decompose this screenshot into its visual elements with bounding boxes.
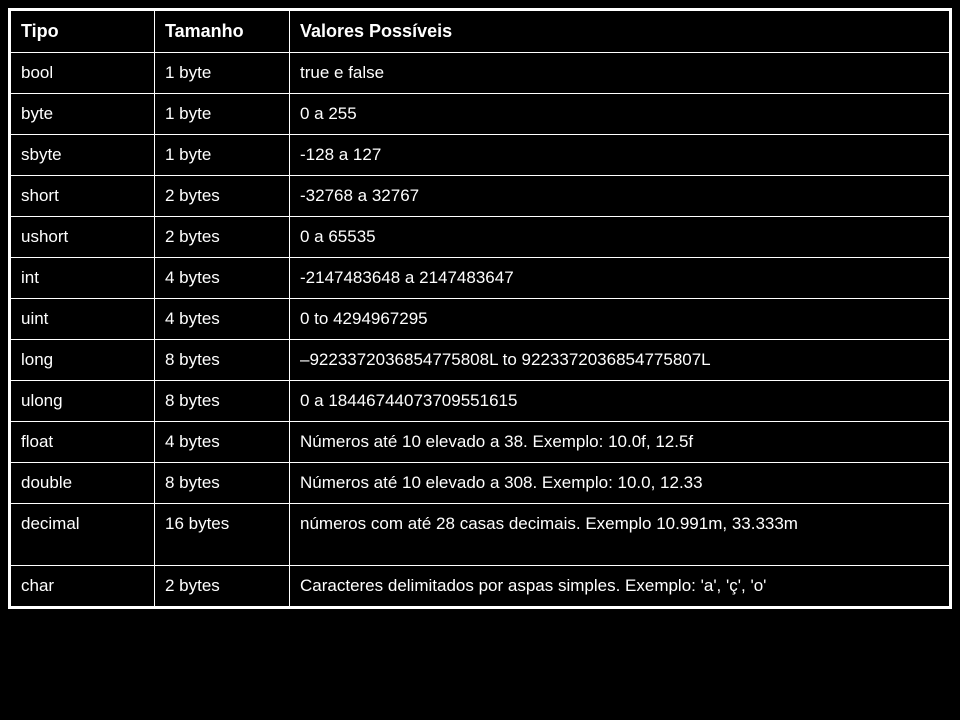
cell-tipo: float bbox=[10, 422, 155, 463]
cell-tipo: double bbox=[10, 463, 155, 504]
cell-valores: Números até 10 elevado a 38. Exemplo: 10… bbox=[290, 422, 951, 463]
data-types-table: Tipo Tamanho Valores Possíveis bool 1 by… bbox=[8, 8, 952, 609]
cell-tamanho: 4 bytes bbox=[155, 422, 290, 463]
cell-valores: 0 a 18446744073709551615 bbox=[290, 381, 951, 422]
cell-valores: 0 a 255 bbox=[290, 94, 951, 135]
cell-tamanho: 4 bytes bbox=[155, 258, 290, 299]
cell-tamanho: 1 byte bbox=[155, 94, 290, 135]
cell-tipo: uint bbox=[10, 299, 155, 340]
cell-tamanho: 2 bytes bbox=[155, 217, 290, 258]
cell-valores: Números até 10 elevado a 308. Exemplo: 1… bbox=[290, 463, 951, 504]
table-row: sbyte 1 byte -128 a 127 bbox=[10, 135, 951, 176]
cell-tipo: ushort bbox=[10, 217, 155, 258]
cell-tamanho: 1 byte bbox=[155, 53, 290, 94]
col-header-tamanho: Tamanho bbox=[155, 10, 290, 53]
table-row: byte 1 byte 0 a 255 bbox=[10, 94, 951, 135]
cell-tamanho: 8 bytes bbox=[155, 463, 290, 504]
cell-tipo: char bbox=[10, 566, 155, 608]
table-row: ushort 2 bytes 0 a 65535 bbox=[10, 217, 951, 258]
table-row: long 8 bytes –9223372036854775808L to 92… bbox=[10, 340, 951, 381]
cell-tamanho: 8 bytes bbox=[155, 381, 290, 422]
cell-tipo: byte bbox=[10, 94, 155, 135]
cell-valores: true e false bbox=[290, 53, 951, 94]
cell-tamanho: 8 bytes bbox=[155, 340, 290, 381]
cell-valores: –9223372036854775808L to 922337203685477… bbox=[290, 340, 951, 381]
cell-tamanho: 1 byte bbox=[155, 135, 290, 176]
cell-tamanho: 2 bytes bbox=[155, 566, 290, 608]
cell-valores: -128 a 127 bbox=[290, 135, 951, 176]
cell-tamanho: 16 bytes bbox=[155, 504, 290, 566]
cell-tipo: bool bbox=[10, 53, 155, 94]
cell-valores: 0 to 4294967295 bbox=[290, 299, 951, 340]
cell-valores: -32768 a 32767 bbox=[290, 176, 951, 217]
cell-tamanho: 2 bytes bbox=[155, 176, 290, 217]
col-header-tipo: Tipo bbox=[10, 10, 155, 53]
cell-valores: -2147483648 a 2147483647 bbox=[290, 258, 951, 299]
table-row: int 4 bytes -2147483648 a 2147483647 bbox=[10, 258, 951, 299]
cell-valores: 0 a 65535 bbox=[290, 217, 951, 258]
table-row: decimal 16 bytes números com até 28 casa… bbox=[10, 504, 951, 566]
table-row: short 2 bytes -32768 a 32767 bbox=[10, 176, 951, 217]
table-header-row: Tipo Tamanho Valores Possíveis bbox=[10, 10, 951, 53]
cell-tamanho: 4 bytes bbox=[155, 299, 290, 340]
table-row: ulong 8 bytes 0 a 18446744073709551615 bbox=[10, 381, 951, 422]
table-row: char 2 bytes Caracteres delimitados por … bbox=[10, 566, 951, 608]
cell-tipo: short bbox=[10, 176, 155, 217]
cell-tipo: sbyte bbox=[10, 135, 155, 176]
table-row: float 4 bytes Números até 10 elevado a 3… bbox=[10, 422, 951, 463]
table-row: double 8 bytes Números até 10 elevado a … bbox=[10, 463, 951, 504]
cell-tipo: long bbox=[10, 340, 155, 381]
table-row: uint 4 bytes 0 to 4294967295 bbox=[10, 299, 951, 340]
cell-valores: Caracteres delimitados por aspas simples… bbox=[290, 566, 951, 608]
cell-tipo: int bbox=[10, 258, 155, 299]
table-row: bool 1 byte true e false bbox=[10, 53, 951, 94]
cell-tipo: decimal bbox=[10, 504, 155, 566]
cell-valores: números com até 28 casas decimais. Exemp… bbox=[290, 504, 951, 566]
data-types-table-container: Tipo Tamanho Valores Possíveis bool 1 by… bbox=[0, 0, 960, 617]
col-header-valores: Valores Possíveis bbox=[290, 10, 951, 53]
cell-tipo: ulong bbox=[10, 381, 155, 422]
